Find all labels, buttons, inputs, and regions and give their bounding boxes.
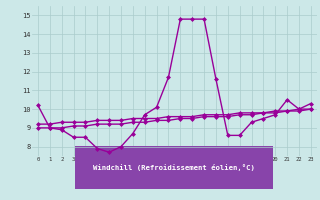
X-axis label: Windchill (Refroidissement éolien,°C): Windchill (Refroidissement éolien,°C): [93, 164, 255, 171]
